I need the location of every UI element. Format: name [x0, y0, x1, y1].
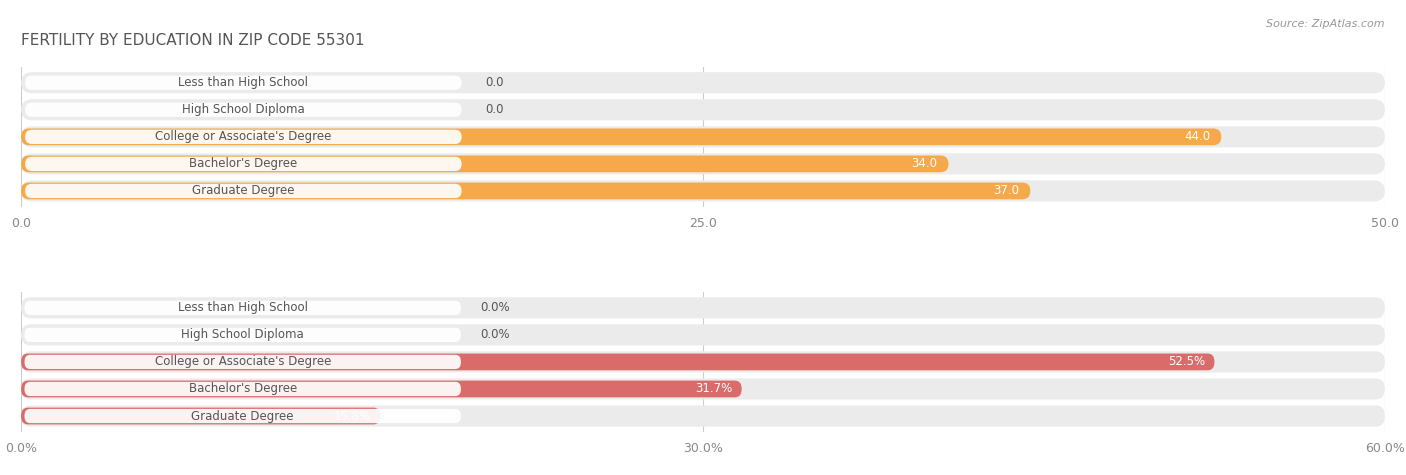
FancyBboxPatch shape [21, 72, 1385, 93]
Text: College or Associate's Degree: College or Associate's Degree [155, 355, 330, 369]
FancyBboxPatch shape [24, 301, 461, 315]
FancyBboxPatch shape [21, 99, 1385, 120]
FancyBboxPatch shape [25, 184, 461, 198]
Text: 0.0: 0.0 [485, 103, 503, 116]
Text: 31.7%: 31.7% [696, 382, 733, 396]
Text: Less than High School: Less than High School [177, 301, 308, 314]
FancyBboxPatch shape [21, 408, 380, 424]
FancyBboxPatch shape [21, 180, 1385, 201]
FancyBboxPatch shape [25, 130, 461, 144]
FancyBboxPatch shape [21, 128, 1222, 145]
Text: Less than High School: Less than High School [179, 76, 308, 89]
Text: Source: ZipAtlas.com: Source: ZipAtlas.com [1267, 19, 1385, 29]
Text: Bachelor's Degree: Bachelor's Degree [190, 157, 298, 171]
Text: Graduate Degree: Graduate Degree [193, 184, 295, 198]
Text: Bachelor's Degree: Bachelor's Degree [188, 382, 297, 396]
Text: 34.0: 34.0 [911, 157, 938, 171]
Text: 37.0: 37.0 [994, 184, 1019, 198]
Text: High School Diploma: High School Diploma [181, 103, 305, 116]
FancyBboxPatch shape [25, 103, 461, 117]
FancyBboxPatch shape [24, 409, 461, 423]
FancyBboxPatch shape [24, 382, 461, 396]
FancyBboxPatch shape [21, 153, 1385, 174]
Text: 0.0%: 0.0% [481, 328, 510, 342]
FancyBboxPatch shape [21, 352, 1385, 372]
FancyBboxPatch shape [21, 182, 1031, 200]
Text: 44.0: 44.0 [1184, 130, 1211, 143]
Text: College or Associate's Degree: College or Associate's Degree [155, 130, 332, 143]
Text: 52.5%: 52.5% [1168, 355, 1205, 369]
FancyBboxPatch shape [24, 355, 461, 369]
Text: High School Diploma: High School Diploma [181, 328, 304, 342]
FancyBboxPatch shape [25, 76, 461, 90]
FancyBboxPatch shape [21, 297, 1385, 318]
FancyBboxPatch shape [24, 328, 461, 342]
Text: Graduate Degree: Graduate Degree [191, 409, 294, 423]
FancyBboxPatch shape [21, 380, 741, 398]
FancyBboxPatch shape [25, 157, 461, 171]
Text: 0.0: 0.0 [485, 76, 503, 89]
FancyBboxPatch shape [21, 155, 949, 172]
FancyBboxPatch shape [21, 126, 1385, 147]
Text: 0.0%: 0.0% [481, 301, 510, 314]
Text: FERTILITY BY EDUCATION IN ZIP CODE 55301: FERTILITY BY EDUCATION IN ZIP CODE 55301 [21, 33, 364, 48]
FancyBboxPatch shape [21, 324, 1385, 345]
FancyBboxPatch shape [21, 406, 1385, 427]
Text: 15.8%: 15.8% [335, 409, 371, 423]
FancyBboxPatch shape [21, 379, 1385, 399]
FancyBboxPatch shape [21, 353, 1215, 370]
